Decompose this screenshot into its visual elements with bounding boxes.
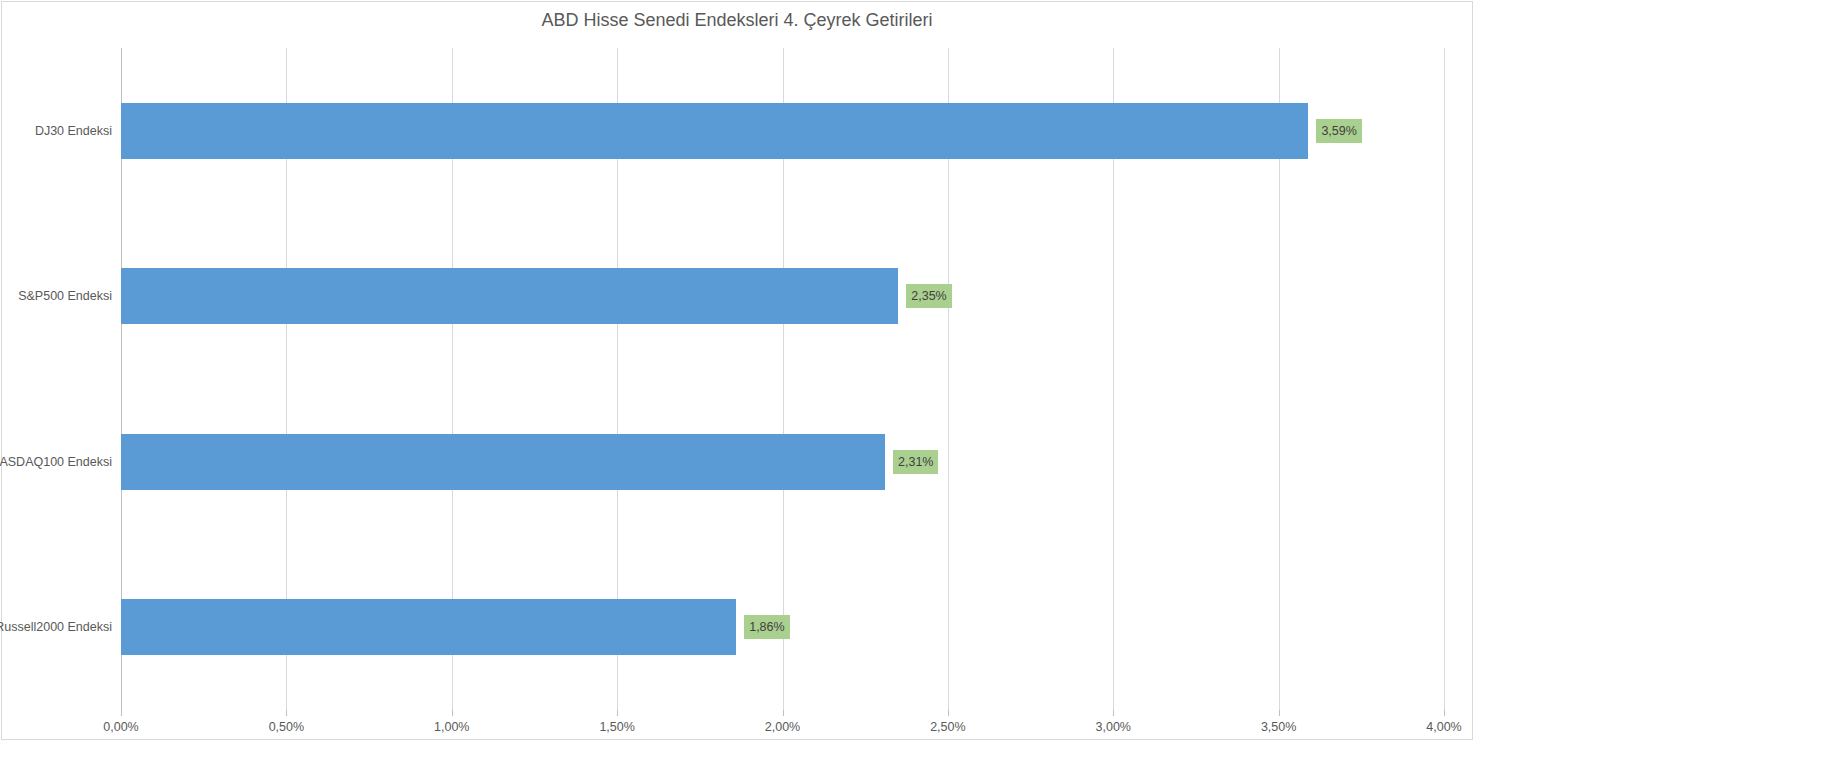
bar-s-p500-endeksi	[121, 268, 898, 324]
gridline	[1444, 48, 1445, 710]
x-axis-tick-label: 1,50%	[577, 720, 657, 734]
category-label: DJ30 Endeksi	[0, 124, 112, 138]
data-label: 2,31%	[893, 450, 938, 474]
category-label: NASDAQ100 Endeksi	[0, 455, 112, 469]
x-axis-tick	[1444, 710, 1445, 716]
category-label: Russell2000 Endeksi	[0, 620, 112, 634]
data-label: 3,59%	[1316, 119, 1361, 143]
x-axis-tick	[617, 710, 618, 716]
bar-russell2000-endeksi	[121, 599, 736, 655]
x-axis-tick-label: 3,00%	[1073, 720, 1153, 734]
x-axis-tick-label: 0,00%	[81, 720, 161, 734]
plot-area: 0,00%0,50%1,00%1,50%2,00%2,50%3,00%3,50%…	[121, 48, 1444, 710]
x-axis-tick-label: 0,50%	[246, 720, 326, 734]
bar-nasdaq100-endeksi	[121, 434, 885, 490]
x-axis-tick-label: 4,00%	[1404, 720, 1484, 734]
chart-title: ABD Hisse Senedi Endeksleri 4. Çeyrek Ge…	[2, 10, 1472, 31]
x-axis-tick	[948, 710, 949, 716]
x-axis-tick-label: 3,50%	[1239, 720, 1319, 734]
x-axis-tick	[452, 710, 453, 716]
data-label: 2,35%	[906, 284, 951, 308]
x-axis-tick	[286, 710, 287, 716]
chart-frame: ABD Hisse Senedi Endeksleri 4. Çeyrek Ge…	[1, 1, 1473, 740]
x-axis-tick	[1279, 710, 1280, 716]
x-axis-tick-label: 1,00%	[412, 720, 492, 734]
x-axis-tick	[783, 710, 784, 716]
bar-dj30-endeksi	[121, 103, 1308, 159]
x-axis-tick-label: 2,50%	[908, 720, 988, 734]
x-axis-tick	[121, 710, 122, 716]
screenshot-canvas: ABD Hisse Senedi Endeksleri 4. Çeyrek Ge…	[0, 0, 1830, 775]
x-axis-tick-label: 2,00%	[743, 720, 823, 734]
x-axis-tick	[1113, 710, 1114, 716]
category-label: S&P500 Endeksi	[0, 289, 112, 303]
data-label: 1,86%	[744, 615, 789, 639]
